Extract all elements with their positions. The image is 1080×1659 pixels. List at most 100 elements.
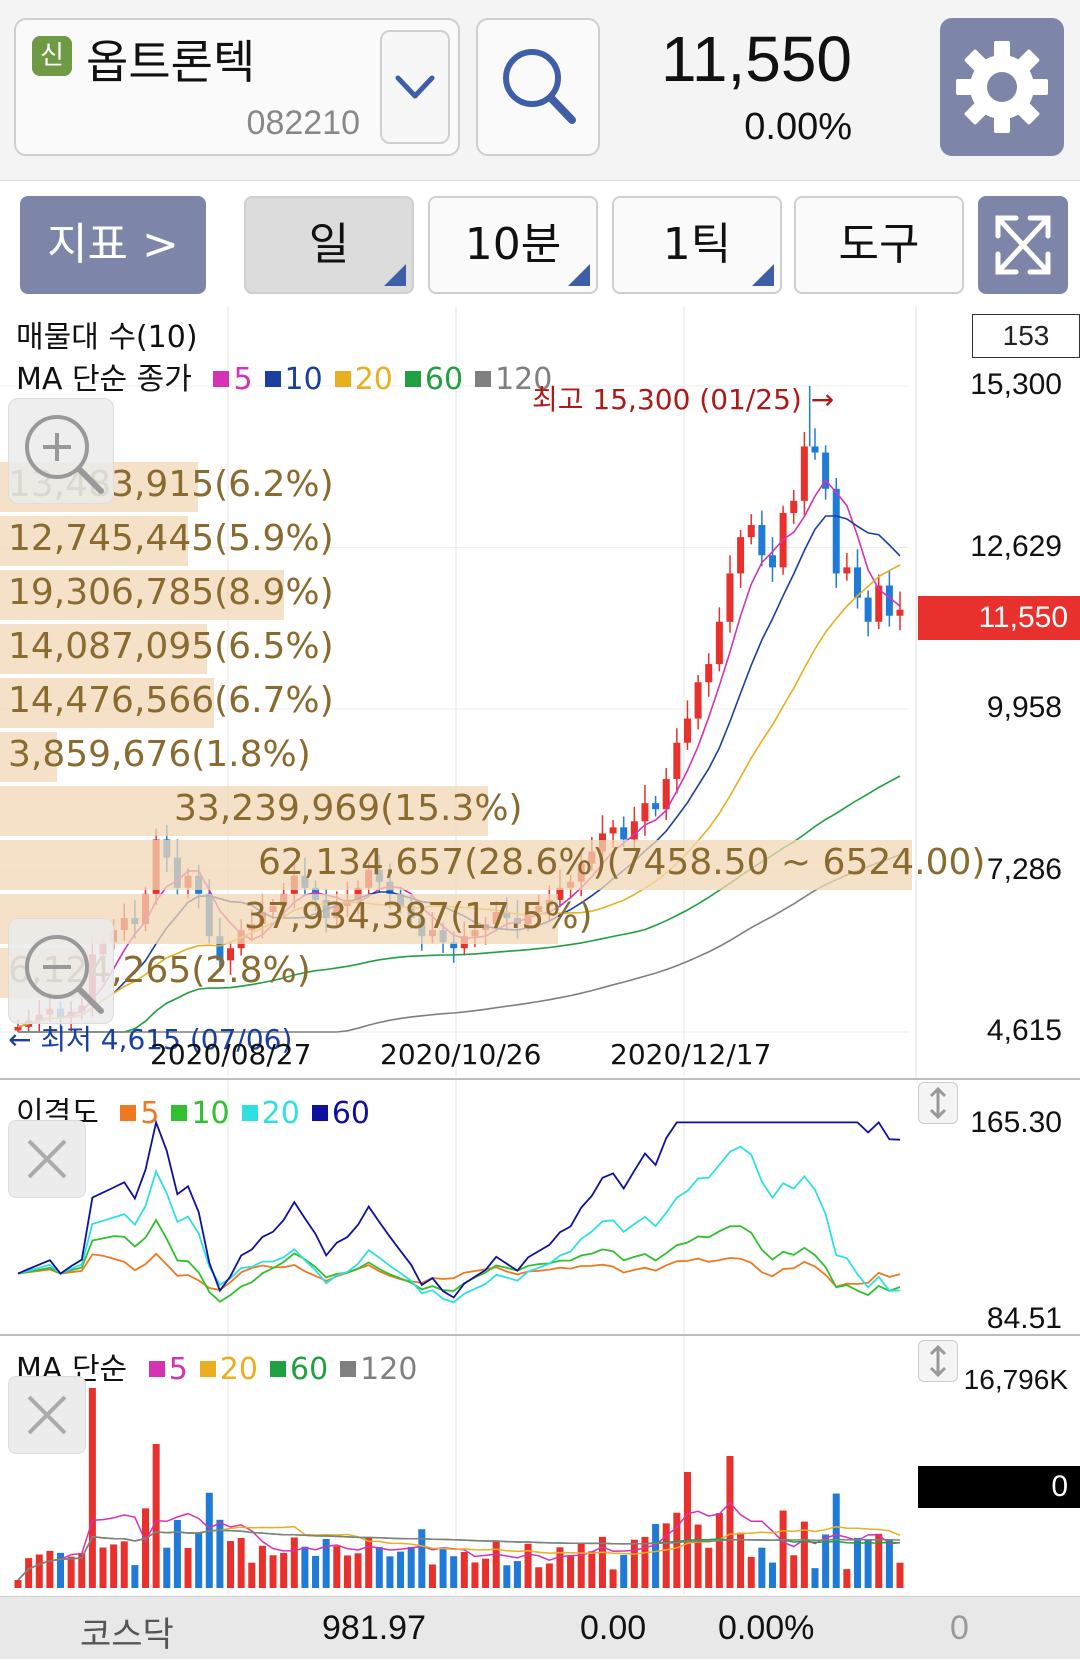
volume-bar [365, 1538, 373, 1588]
volume-bar [556, 1547, 564, 1588]
volume-bar [142, 1508, 150, 1588]
volume-chart[interactable] [0, 1336, 1080, 1596]
volume-bar [88, 1388, 96, 1588]
current-price: 11,550 [661, 23, 852, 95]
volume-bar [694, 1524, 702, 1588]
volume-bar [513, 1561, 521, 1588]
zoom-out-button[interactable] [8, 918, 114, 1024]
period-10min-button[interactable]: 10분 [428, 196, 598, 294]
period-day-button[interactable]: 일 [244, 196, 414, 294]
settings-button[interactable] [940, 18, 1064, 156]
volume-bar [258, 1545, 266, 1588]
volume-bar [747, 1556, 755, 1588]
volume-bar [673, 1512, 681, 1588]
volume-bar [588, 1551, 596, 1588]
dropdown-corner-icon [752, 264, 774, 286]
volume-bar [78, 1553, 86, 1588]
volume-bar [620, 1555, 628, 1588]
candle-body [630, 821, 638, 840]
candle-body [800, 446, 808, 501]
dropdown-corner-icon [384, 264, 406, 286]
volume-bar [609, 1569, 617, 1588]
volume-bar [57, 1552, 65, 1588]
ma-title: MA 단순 종가 [16, 362, 192, 397]
candle-body [673, 742, 681, 779]
volume-bar [726, 1456, 734, 1588]
volume-bar [811, 1568, 819, 1588]
disparity-legend-label: 20 [261, 1096, 300, 1131]
disparity-bottom-label: 84.51 [986, 1302, 1062, 1335]
search-button[interactable] [476, 18, 600, 156]
volume-bar [131, 1565, 139, 1588]
stock-selector[interactable]: 신 옵트론텍 082210 [14, 18, 460, 156]
volume-top-label: 16,796K [963, 1364, 1068, 1395]
volume-legend-label: 120 [360, 1352, 418, 1387]
volume-bar [14, 1580, 22, 1588]
candle-body [811, 446, 819, 453]
ma-legend: MA 단순 종가 5 10 20 60 120 [16, 354, 552, 398]
disparity-line [17, 1119, 901, 1299]
candle-body [822, 452, 830, 489]
volume-bar [535, 1567, 543, 1588]
date-tick-label: 2020/12/17 [610, 1038, 772, 1071]
expand-icon [995, 215, 1051, 275]
candle-body [885, 585, 893, 616]
volume-legend-label: 20 [219, 1352, 258, 1387]
candle-body [312, 887, 320, 900]
volume-bar [35, 1554, 43, 1588]
candle-body [556, 887, 564, 900]
volume-bar [227, 1541, 235, 1588]
ma-legend-swatch [475, 371, 492, 387]
candle-body [705, 664, 713, 683]
volume-bar [67, 1556, 75, 1588]
high-note: 최고 15,300 (01/25) → [532, 383, 835, 416]
period-10min-label: 10분 [464, 219, 562, 270]
stock-dropdown-button[interactable] [380, 30, 450, 144]
candle-body [864, 597, 872, 622]
volume-ma-line [17, 1501, 901, 1581]
disparity-top-label: 165.30 [970, 1106, 1062, 1139]
volume-profile-label: 3,859,676(1.8%) [8, 734, 311, 775]
volume-bar [843, 1569, 851, 1588]
volume-profile-label: 14,087,095(6.5%) [8, 626, 334, 667]
resize-disparity-handle[interactable] [918, 1082, 958, 1124]
ma-legend-label: 120 [495, 362, 553, 397]
volume-bar [768, 1562, 776, 1588]
volume-legend-label: 5 [168, 1352, 188, 1387]
volume-bar [460, 1552, 468, 1588]
volume-bar [482, 1558, 490, 1588]
period-tick-button[interactable]: 1틱 [612, 196, 782, 294]
zoom-in-button[interactable] [8, 398, 114, 504]
volume-bar [598, 1536, 606, 1588]
ma-legend-swatch [213, 371, 230, 387]
price-tick-label: 7,286 [986, 852, 1062, 886]
volume-bar [630, 1539, 638, 1588]
candle-body [896, 609, 904, 616]
volume-bar [503, 1565, 511, 1588]
volume-bar [737, 1532, 745, 1588]
volume-bar [216, 1519, 224, 1588]
volume-profile-bar [0, 624, 207, 674]
close-disparity-button[interactable] [8, 1120, 86, 1198]
disparity-legend-swatch [171, 1105, 188, 1121]
volume-bar [269, 1555, 277, 1588]
tools-button[interactable]: 도구 [794, 196, 964, 294]
ma-legend-label: 60 [424, 362, 464, 397]
disparity-legend-swatch [311, 1105, 328, 1121]
disparity-chart[interactable] [0, 1080, 1080, 1336]
fullscreen-button[interactable] [978, 196, 1068, 294]
close-volume-button[interactable] [8, 1376, 86, 1454]
ma-legend-label: 5 [233, 362, 253, 397]
resize-volume-handle[interactable] [918, 1340, 958, 1382]
volume-bar [822, 1534, 830, 1588]
candle-body [790, 500, 798, 513]
candle-body [620, 827, 628, 840]
market-ticker-bar[interactable]: 코스닥 981.97 0.00 0.00% 0 [0, 1596, 1080, 1659]
candle-body [641, 803, 649, 822]
disparity-legend-label: 10 [191, 1096, 230, 1131]
credit-badge: 신 [32, 36, 72, 76]
disparity-line [17, 1145, 901, 1304]
ma-legend-swatch [264, 371, 281, 387]
ma-legend-label: 10 [284, 362, 323, 397]
indicator-button[interactable]: 지표 > [20, 196, 206, 294]
